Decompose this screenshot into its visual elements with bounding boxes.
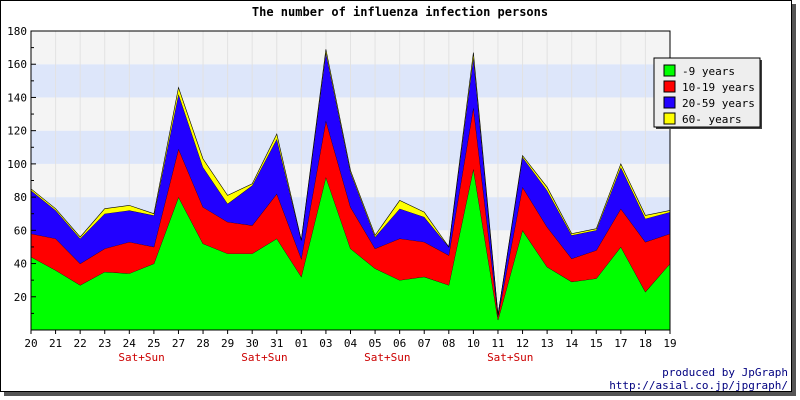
y-tick-label: 40	[14, 258, 27, 271]
y-tick-label: 60	[14, 224, 27, 237]
x-tick-label: 05	[368, 337, 381, 350]
x-tick-label: 08	[442, 337, 455, 350]
x-tick-label: 27	[172, 337, 185, 350]
x-tick-label: 07	[418, 337, 431, 350]
legend: -9 years 10-19 years 20-59 years 60- yea…	[653, 57, 762, 129]
legend-label-2: 20-59 years	[682, 97, 755, 110]
y-tick-label: 120	[7, 125, 27, 138]
x-tick-label: 21	[49, 337, 62, 350]
weekend-label: Sat+Sun	[241, 351, 287, 364]
x-tick-label: 15	[590, 337, 603, 350]
legend-label-1: 10-19 years	[682, 81, 755, 94]
x-tick-label: 04	[344, 337, 358, 350]
x-tick-label: 06	[393, 337, 406, 350]
y-tick-label: 80	[14, 191, 27, 204]
y-tick-label: 140	[7, 91, 27, 104]
axes: 20 40 60 80 100 120 140 160 180 20 21 22 23 24 25 27 28 2…	[7, 25, 677, 364]
x-tick-label: 22	[74, 337, 87, 350]
x-tick-label: 20	[24, 337, 37, 350]
legend-swatch-1	[663, 80, 676, 93]
x-tick-label: 13	[540, 337, 553, 350]
x-tick-label: 23	[98, 337, 111, 350]
legend-swatch-3	[663, 112, 676, 125]
x-tick-label: 17	[614, 337, 627, 350]
credit-line-1: produced by JpGraph	[662, 366, 788, 379]
x-tick-label: 01	[295, 337, 308, 350]
area-series-0	[31, 168, 670, 330]
legend-label-0: -9 years	[682, 65, 735, 78]
x-tick-label: 12	[516, 337, 529, 350]
legend-swatch-0	[663, 64, 676, 77]
x-tick-label: 28	[196, 337, 209, 350]
weekend-label: Sat+Sun	[487, 351, 533, 364]
x-tick-label: 03	[319, 337, 332, 350]
x-tick-label: 30	[246, 337, 259, 350]
x-tick-label: 25	[147, 337, 160, 350]
x-tick-label: 19	[663, 337, 676, 350]
y-tick-label: 100	[7, 158, 27, 171]
x-tick-label: 31	[270, 337, 283, 350]
x-tick-label: 29	[221, 337, 234, 350]
legend-label-3: 60- years	[682, 113, 742, 126]
x-tick-label: 18	[639, 337, 652, 350]
x-tick-label: 11	[491, 337, 504, 350]
credit-line-2: http://asial.co.jp/jpgraph/	[609, 379, 788, 392]
stacked-areas	[30, 49, 671, 330]
weekend-label: Sat+Sun	[364, 351, 410, 364]
y-tick-label: 160	[7, 58, 27, 71]
x-tick-label: 24	[123, 337, 137, 350]
area-series-2	[31, 52, 670, 317]
y-tick-label: 180	[7, 25, 27, 38]
x-tick-label: 14	[565, 337, 579, 350]
weekend-label: Sat+Sun	[118, 351, 164, 364]
area-outline-3	[30, 49, 671, 316]
chart-title: The number of influenza infection person…	[252, 5, 548, 19]
x-tick-label: 10	[467, 337, 480, 350]
y-tick-label: 20	[14, 291, 27, 304]
area-series-3	[31, 49, 670, 316]
legend-swatch-2	[663, 96, 676, 109]
area-series-1	[31, 107, 670, 321]
